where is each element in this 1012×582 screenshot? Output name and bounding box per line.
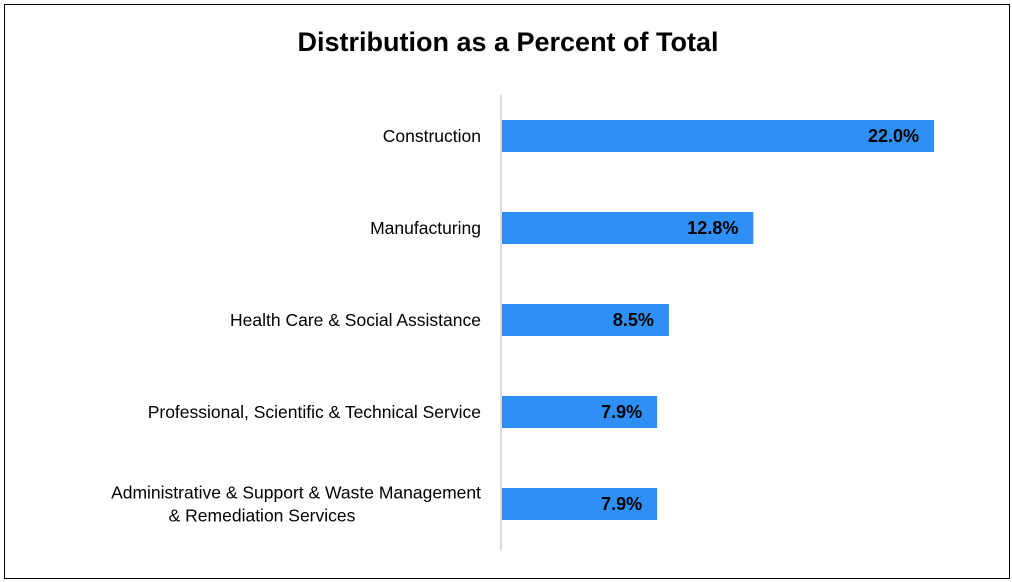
category-label: Construction [383, 126, 481, 146]
category-label-line: Health Care & Social Assistance [230, 310, 481, 330]
data-label: 22.0% [868, 126, 919, 146]
bar [502, 120, 934, 152]
category-label-line: Manufacturing [370, 218, 481, 238]
category-label-line: Professional, Scientific & Technical Ser… [148, 402, 481, 422]
bar [502, 212, 754, 244]
bar-chart-plot: 22.0% Construction 12.8% Manufacturing 8.5% H… [111, 95, 934, 551]
bars-group: 22.0% Construction 12.8% Manufacturing 8.5% H… [111, 120, 934, 526]
category-label: Professional, Scientific & Technical Ser… [148, 402, 481, 422]
category-label-line: Administrative & Support & Waste Managem… [111, 483, 481, 503]
category-label: Manufacturing [370, 218, 481, 238]
chart-title: Distribution as a Percent of Total [297, 27, 719, 57]
data-label: 8.5% [613, 310, 654, 330]
data-label: 7.9% [601, 494, 642, 514]
data-label: 7.9% [601, 402, 642, 422]
bar [502, 396, 658, 428]
chart-frame: Distribution as a Percent of Total 22.0%… [4, 4, 1010, 579]
category-label: Administrative & Support & Waste Managem… [111, 483, 481, 526]
category-label: Health Care & Social Assistance [230, 310, 481, 330]
data-label: 12.8% [687, 218, 738, 238]
category-label-line: & Remediation Services [169, 506, 356, 526]
bar [502, 304, 669, 336]
category-label-line: Construction [383, 126, 481, 146]
bar [502, 488, 658, 520]
